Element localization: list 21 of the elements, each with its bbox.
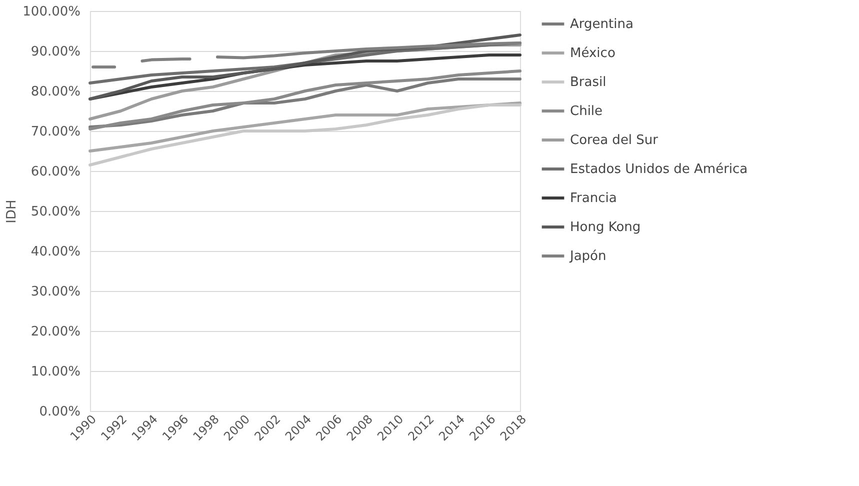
legend-label: Argentina bbox=[570, 17, 634, 32]
legend-label: Brasil bbox=[570, 75, 606, 90]
legend-label: Estados Unidos de América bbox=[570, 162, 748, 177]
legend-label: Corea del Sur bbox=[570, 133, 659, 148]
y-tick-label: 0.00% bbox=[39, 404, 80, 420]
y-tick-label: 80.00% bbox=[30, 84, 80, 100]
y-axis-title: IDH bbox=[4, 200, 20, 224]
y-tick-label: 60.00% bbox=[30, 164, 80, 180]
y-tick-label: 30.00% bbox=[30, 284, 80, 300]
legend-label: Francia bbox=[570, 191, 617, 206]
y-tick-label: 20.00% bbox=[30, 324, 80, 340]
y-tick-label: 90.00% bbox=[30, 44, 80, 60]
y-tick-label: 70.00% bbox=[30, 124, 80, 140]
y-tick-label: 100.00% bbox=[22, 4, 80, 20]
legend-label: Japón bbox=[569, 249, 606, 264]
y-tick-label: 40.00% bbox=[30, 244, 80, 260]
y-tick-label: 10.00% bbox=[30, 364, 80, 380]
legend-label: Chile bbox=[570, 104, 603, 119]
legend-label: Hong Kong bbox=[570, 220, 641, 235]
y-tick-label: 50.00% bbox=[30, 204, 80, 220]
legend-label: México bbox=[570, 46, 616, 61]
